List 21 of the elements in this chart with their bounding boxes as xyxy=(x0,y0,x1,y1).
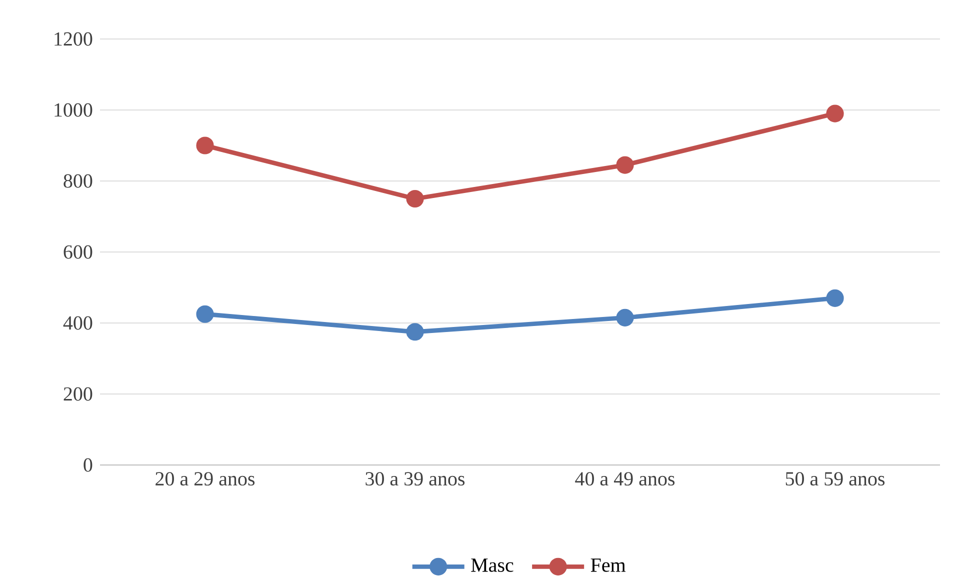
point xyxy=(616,156,634,174)
y-tick-label: 800 xyxy=(64,174,92,188)
point xyxy=(196,136,214,154)
point xyxy=(616,308,634,326)
point xyxy=(406,323,424,341)
point xyxy=(826,104,844,122)
legend-label: Masc xyxy=(471,558,514,572)
y-tick-label: 400 xyxy=(63,316,92,330)
point xyxy=(196,305,214,323)
y-tick-label: 200 xyxy=(64,387,92,401)
y-tick-label: 1200 xyxy=(54,32,92,46)
y-tick-label: 1000 xyxy=(54,103,92,117)
point xyxy=(406,190,424,208)
point xyxy=(826,289,844,307)
x-tick-label: 20 a 29 anos xyxy=(156,472,255,486)
y-tick-label: 600 xyxy=(64,245,92,259)
x-tick-label: 40 a 49 anos xyxy=(575,472,675,486)
x-tick-label: 50 a 59 anos xyxy=(786,472,885,486)
x-tick-label: 30 a 39 anos xyxy=(366,472,465,486)
legend-label: Fem xyxy=(590,558,626,572)
y-tick-label: 0 xyxy=(84,458,92,472)
